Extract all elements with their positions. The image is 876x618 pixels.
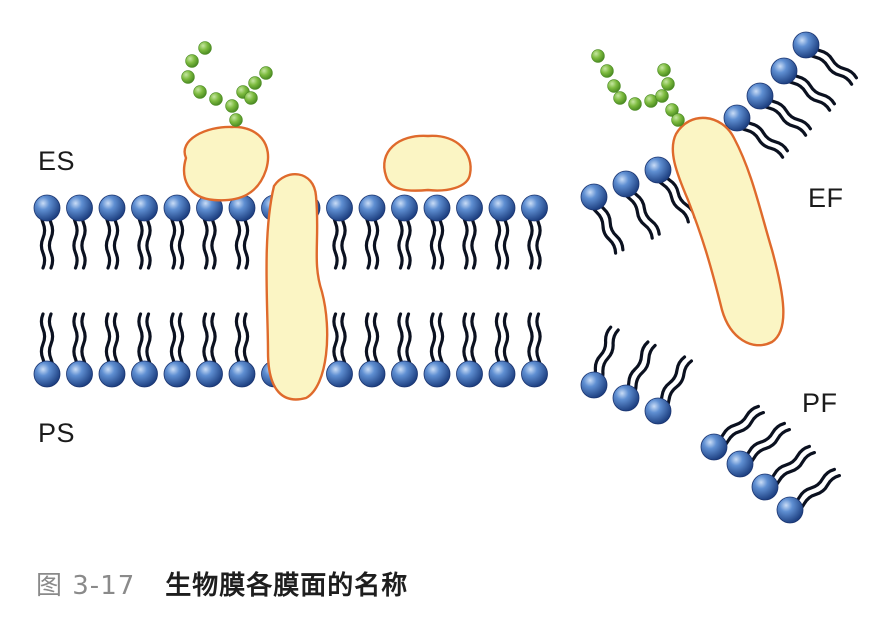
- peripheral-protein-middle: [383, 134, 472, 192]
- glycan-bead: [229, 113, 243, 127]
- glycan-bead: [665, 103, 679, 117]
- glycan-bead: [628, 97, 642, 111]
- lipid-head: [66, 194, 93, 222]
- lipid-head: [580, 183, 608, 211]
- lipid-head: [326, 194, 353, 222]
- glycan-bead: [198, 41, 212, 55]
- lipid-head: [66, 360, 93, 388]
- lipid-head: [580, 371, 608, 399]
- glycan-bead: [655, 89, 669, 103]
- lipid-head: [612, 170, 640, 198]
- glycan-bead: [607, 79, 621, 93]
- lipid-head: [723, 104, 751, 132]
- lipid-head: [770, 57, 798, 85]
- lipid-head: [488, 194, 516, 222]
- lipid-head: [98, 194, 126, 222]
- lipid-head: [163, 194, 191, 222]
- transmembrane-protein: [265, 173, 329, 401]
- lipid-head: [612, 384, 640, 412]
- pf-label: PF: [802, 388, 838, 418]
- lipid-head: [391, 194, 418, 222]
- lipid-head: [33, 194, 61, 222]
- glycan-bead: [181, 70, 195, 84]
- lipid-head: [644, 397, 672, 425]
- glycan-bead: [248, 76, 262, 90]
- ps-label: PS: [38, 418, 76, 448]
- lipid-head: [358, 360, 386, 388]
- glycan-bead: [591, 49, 605, 63]
- lipid-head: [726, 450, 754, 478]
- lipid-head: [163, 360, 191, 388]
- ef-protein: [671, 116, 785, 347]
- lipid-head: [644, 156, 672, 184]
- lipid-head: [792, 31, 820, 59]
- lipid-head: [423, 360, 451, 388]
- lipid-head: [131, 194, 158, 222]
- figure-title: 生物膜各膜面的名称: [165, 571, 409, 601]
- lipid-head: [423, 194, 451, 222]
- glycan-bead: [657, 63, 671, 77]
- glycan-bead: [644, 94, 658, 108]
- ef-label: EF: [808, 183, 844, 213]
- lipid-head: [358, 194, 386, 222]
- glycan-bead: [661, 77, 675, 91]
- lipid-head: [776, 496, 804, 524]
- figure-number: 图 3-17: [36, 571, 136, 601]
- lipid-head: [196, 360, 223, 388]
- lipid-head: [751, 473, 779, 501]
- lipid-head: [456, 360, 483, 388]
- glycan-bead: [259, 66, 273, 80]
- lipid-head: [391, 360, 418, 388]
- lipid-head: [521, 360, 548, 388]
- lipid-head: [228, 360, 256, 388]
- lipid-head: [33, 360, 61, 388]
- glycan-bead: [209, 92, 223, 106]
- lipid-head: [700, 433, 728, 461]
- lipid-head: [98, 360, 126, 388]
- lipid-head: [131, 360, 158, 388]
- glycan-bead: [185, 54, 199, 68]
- lipid-heads: [33, 31, 820, 524]
- glycan-bead: [244, 91, 258, 105]
- figure-caption: 图 3-17 生物膜各膜面的名称: [36, 565, 408, 602]
- glycan-bead: [671, 113, 685, 127]
- lipid-head: [488, 360, 516, 388]
- glycan-bead: [613, 91, 627, 105]
- lipid-head: [456, 194, 483, 222]
- peripheral-protein-left: [182, 125, 270, 202]
- glycan-chains: [181, 41, 685, 127]
- lipid-head: [326, 360, 353, 388]
- glycan-bead: [193, 85, 207, 99]
- lipid-head: [521, 194, 548, 222]
- glycan-bead: [600, 64, 614, 78]
- glycan-bead: [225, 99, 239, 113]
- membrane-proteins: [182, 116, 785, 401]
- es-label: ES: [38, 146, 76, 176]
- lipid-head: [746, 82, 774, 110]
